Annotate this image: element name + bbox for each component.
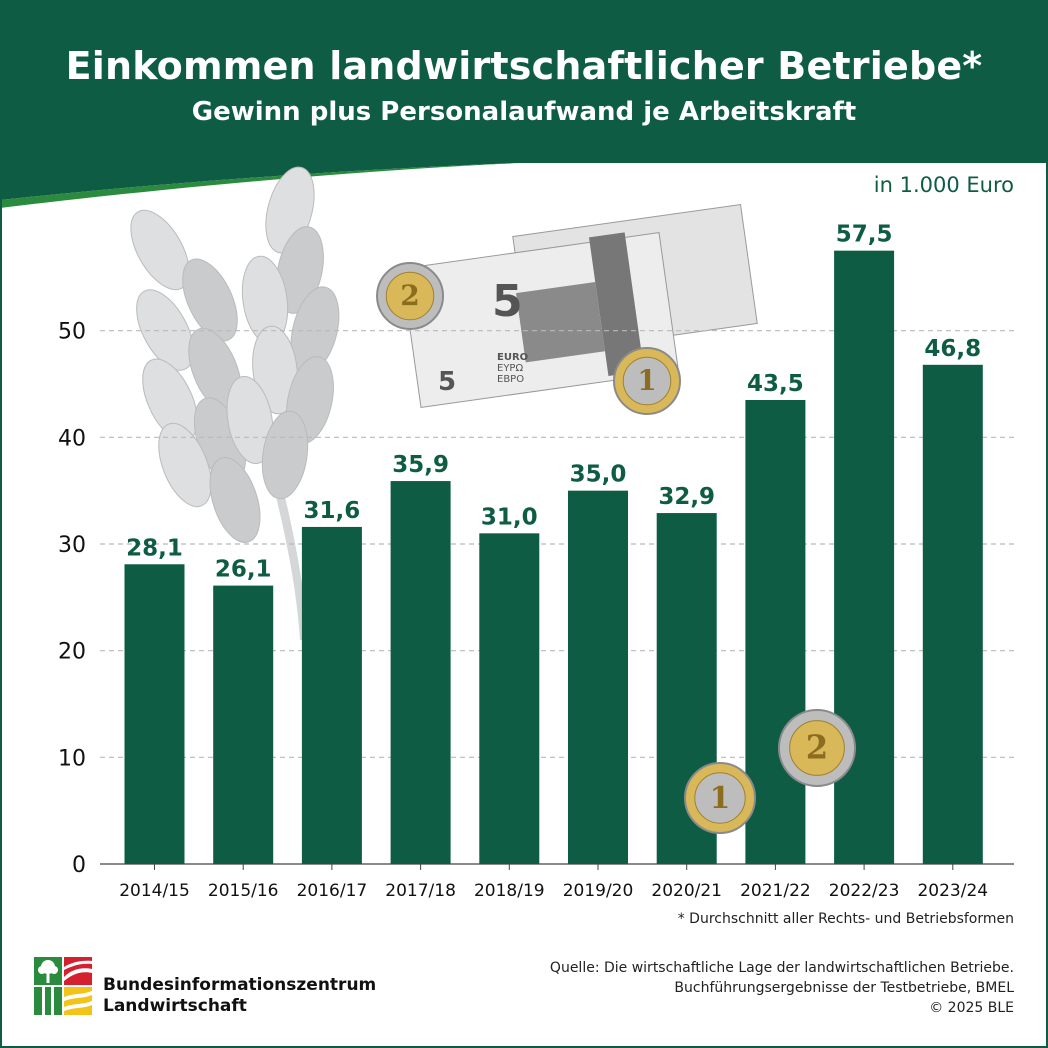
- bar-value-label: 31,0: [481, 504, 538, 530]
- wheat-grain: [209, 457, 261, 543]
- bar: [301, 526, 362, 864]
- bar-value-label: 46,8: [924, 336, 981, 362]
- coin-1-euro-top-value: 1: [637, 364, 657, 397]
- wheat-stem: [250, 398, 308, 640]
- x-tick-label: 2023/24: [917, 881, 988, 901]
- chart-subtitle: Gewinn plus Personalaufwand je Arbeitskr…: [191, 97, 857, 127]
- banknote-denomination-small: 5: [438, 367, 456, 397]
- bar: [213, 585, 274, 864]
- header-banner: [0, 0, 1048, 215]
- organization-line-1: Bundesinformationszentrum: [103, 975, 377, 995]
- banknote-stripe: [588, 232, 645, 377]
- coin-2-euro-bottom-center: [789, 720, 845, 776]
- bar-value-label: 43,5: [747, 371, 804, 397]
- x-tick-label: 2019/20: [563, 881, 634, 901]
- bar-value-label: 35,9: [392, 452, 449, 478]
- y-tick-label: 10: [58, 746, 86, 771]
- wheat-grain: [158, 422, 212, 508]
- bar: [479, 533, 540, 864]
- coin-1-euro-top: 1: [613, 347, 681, 415]
- bar-value-label: 28,1: [126, 535, 183, 561]
- chart-title: Einkommen landwirtschaftlicher Betriebe*: [65, 44, 983, 88]
- coin-1-euro-bottom-center: [694, 772, 746, 824]
- y-tick-label: 0: [72, 853, 86, 878]
- x-tick-label: 2021/22: [740, 881, 811, 901]
- y-tick-label: 30: [58, 533, 86, 558]
- x-tick-label: 2022/23: [829, 881, 900, 901]
- copyright: © 2025 BLE: [929, 1000, 1014, 1016]
- unit-label: in 1.000 Euro: [873, 173, 1014, 197]
- bar: [922, 364, 983, 864]
- bar: [568, 490, 628, 864]
- coin-1-euro-bottom-value: 1: [710, 781, 731, 816]
- x-tick-label: 2018/19: [474, 881, 545, 901]
- y-tick-label: 20: [58, 640, 86, 665]
- x-tick-label: 2014/15: [119, 881, 190, 901]
- x-tick-label: 2015/16: [208, 881, 279, 901]
- x-tick-label: 2017/18: [385, 881, 456, 901]
- organization-name: Bundesinformationszentrum Landwirtschaft: [103, 975, 376, 1017]
- wheat-grain: [226, 376, 274, 464]
- ble-logo-icon: [34, 957, 92, 1015]
- bar: [390, 481, 451, 864]
- banknote-text-cyrillic: ЕВРО: [497, 374, 524, 385]
- wheat-grain: [130, 209, 190, 291]
- bar-value-label: 57,5: [836, 222, 893, 248]
- coin-1-euro-bottom: 1: [684, 762, 756, 834]
- coin-2-euro-bottom-value: 2: [806, 729, 828, 767]
- labels: 0 10 20 30 40 50 28,1 2014/15 26,1 2015/16 31,6 201…: [58, 222, 1014, 901]
- coins-illustration: 12: [684, 709, 856, 834]
- source-line-1: Quelle: Die wirtschaftliche Lage der lan…: [549, 960, 1014, 976]
- banknote-text-euro: EURO: [497, 352, 528, 363]
- source-line-2: Buchführungsergebnisse der Testbetriebe,…: [674, 980, 1014, 996]
- bar-value-label: 26,1: [215, 557, 272, 583]
- wheat-grain: [182, 258, 238, 342]
- wheat-grain: [261, 410, 309, 500]
- x-tick-label: 2020/21: [651, 881, 722, 901]
- banknote-text-greek: ΕΥΡΩ: [497, 363, 523, 374]
- bar-value-label: 31,6: [304, 498, 361, 524]
- bar-value-label: 32,9: [658, 484, 715, 510]
- coin-2-euro-bottom: 2: [778, 709, 856, 787]
- coin-2-euro-top-value: 2: [400, 279, 420, 312]
- source-note: Quelle: Die wirtschaftliche Lage der lan…: [550, 958, 1014, 1018]
- bars: [124, 250, 983, 864]
- banknote-denomination: 5: [492, 276, 523, 327]
- y-tick-label: 40: [58, 426, 86, 451]
- wheat-ear-illustration: [130, 166, 340, 640]
- footnote: * Durchschnitt aller Rechts- und Betrieb…: [677, 911, 1014, 927]
- coin-2-euro-top-center: [385, 271, 435, 321]
- coin-2-euro-top: 2: [376, 262, 444, 330]
- banknote-building: [516, 281, 605, 363]
- organization-line-2: Landwirtschaft: [103, 996, 247, 1016]
- coin-1-euro-top-center: [622, 356, 672, 406]
- x-tick-label: 2016/17: [297, 881, 368, 901]
- bar: [745, 400, 806, 864]
- bar: [124, 564, 185, 864]
- bar-value-label: 35,0: [570, 462, 627, 488]
- wheat-grain: [136, 289, 194, 371]
- y-tick-label: 50: [58, 320, 86, 345]
